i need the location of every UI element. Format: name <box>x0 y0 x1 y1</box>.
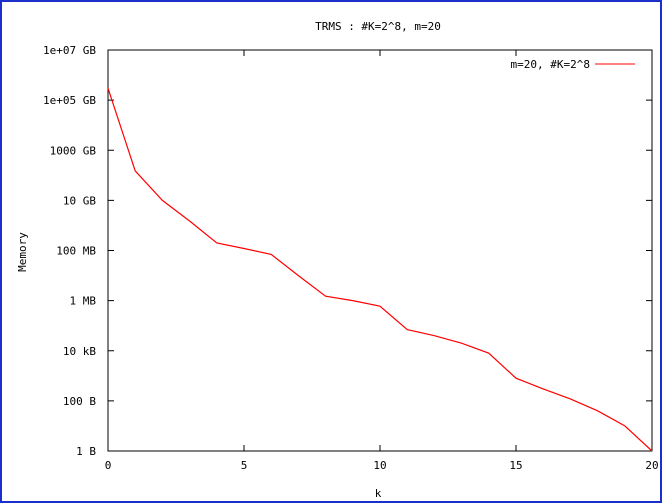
y-axis-label: Memory <box>16 232 29 272</box>
y-tick-label: 10 kB <box>63 345 96 358</box>
y-tick-label: 1 MB <box>70 295 97 308</box>
y-tick-label: 1e+05 GB <box>43 94 96 107</box>
y-tick-label: 1000 GB <box>50 144 97 157</box>
chart-title: TRMS : #K=2^8, m=20 <box>315 20 441 33</box>
y-tick-label: 100 B <box>63 395 96 408</box>
legend: m=20, #K=2^8 <box>511 58 635 71</box>
series-group <box>107 88 653 452</box>
x-tick-label: 10 <box>373 459 386 472</box>
x-tick-label: 0 <box>105 459 112 472</box>
x-tick-label: 15 <box>509 459 522 472</box>
y-tick-label: 1 B <box>76 445 96 458</box>
y-axis-ticks: 1 B 100 B 10 kB 1 MB 100 MB 10 GB 1000 GB 1e+05… <box>43 44 652 458</box>
series-line-0 <box>107 88 653 452</box>
x-axis-label: k <box>375 487 382 500</box>
plot-area <box>107 49 653 452</box>
x-axis-ticks: 0 5 10 15 20 <box>105 50 659 472</box>
y-tick-label: 10 GB <box>63 194 96 207</box>
legend-label-0: m=20, #K=2^8 <box>511 58 590 71</box>
x-tick-label: 5 <box>241 459 248 472</box>
x-tick-label: 20 <box>645 459 658 472</box>
y-tick-label: 1e+07 GB <box>43 44 96 57</box>
y-tick-label: 100 MB <box>56 245 96 258</box>
